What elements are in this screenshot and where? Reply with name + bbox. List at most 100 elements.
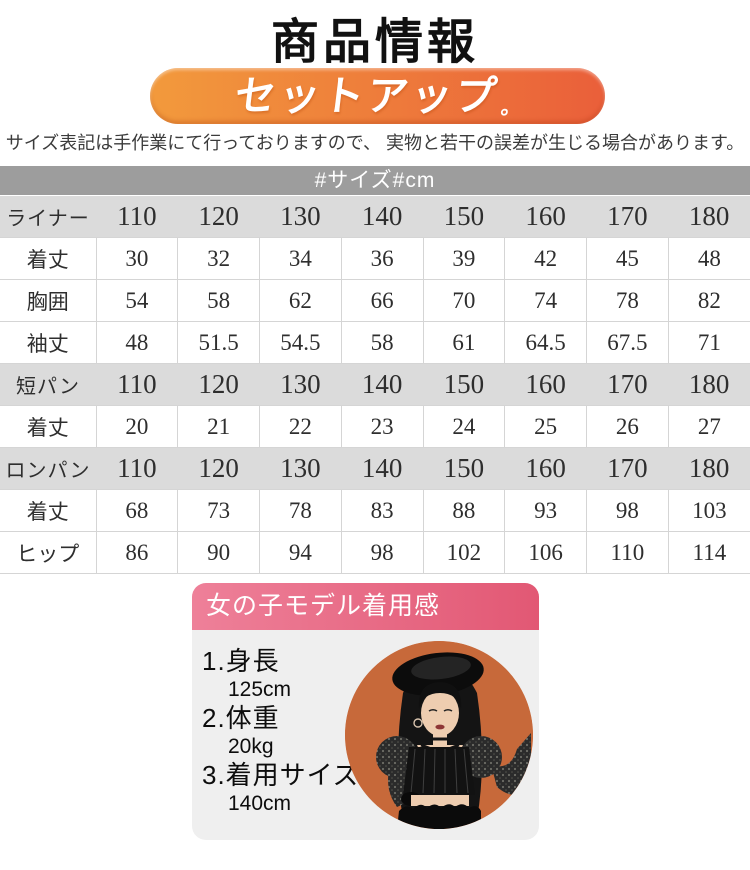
setup-banner: セットアップ。 — [150, 68, 605, 124]
table-cell: 48 — [667, 237, 750, 280]
table-cell: 130 — [259, 447, 342, 490]
spec-label: 1.身長 — [202, 646, 280, 676]
table-row: ロンパン 110 120 130 140 150 160 170 180 — [0, 447, 750, 490]
table-row: 着丈 30 32 34 36 39 42 45 48 — [0, 237, 750, 280]
girl-model-photo — [345, 641, 533, 829]
table-cell: 114 — [667, 531, 750, 574]
table-cell: 23 — [340, 405, 424, 448]
table-cell: 120 — [177, 447, 260, 490]
table-cell: 36 — [340, 237, 424, 280]
page-title: 商品情報 — [270, 16, 479, 69]
table-cell: 106 — [504, 531, 587, 574]
table-cell: 180 — [668, 447, 750, 490]
table-row: 袖丈 48 51.5 54.5 58 61 64.5 67.5 71 — [0, 321, 750, 364]
row-label: 着丈 — [0, 237, 97, 280]
spec-label: 2.体重 — [202, 703, 280, 733]
table-cell: 83 — [340, 489, 424, 532]
table-cell: 39 — [422, 237, 506, 280]
spec-label: 3.着用サイズ — [202, 760, 360, 790]
table-row: ライナー 110 120 130 140 150 160 170 180 — [0, 196, 750, 238]
table-cell: 150 — [423, 363, 505, 406]
table-cell: 71 — [667, 321, 750, 364]
table-cell: 110 — [586, 531, 669, 574]
table-cell: 140 — [341, 363, 423, 406]
table-cell: 64.5 — [504, 321, 587, 364]
table-cell: 170 — [586, 447, 669, 490]
table-cell: 70 — [422, 279, 506, 322]
table-row: 着丈 68 73 78 83 88 93 98 103 — [0, 489, 750, 532]
table-cell: 51.5 — [177, 321, 260, 364]
table-cell: 61 — [422, 321, 506, 364]
table-cell: 30 — [95, 237, 179, 280]
model-panel-title: 女の子モデル着用感 — [192, 583, 539, 630]
table-cell: 110 — [96, 196, 178, 238]
model-specs: 1.身長 125cm 2.体重 20kg 3.着用サイズ 140cm — [202, 646, 360, 817]
table-cell: 26 — [586, 405, 669, 448]
model-panel-body: 1.身長 125cm 2.体重 20kg 3.着用サイズ 140cm — [192, 630, 539, 840]
table-cell: 160 — [504, 447, 587, 490]
table-row: 短パン 110 120 130 140 150 160 170 180 — [0, 363, 750, 406]
table-row: 着丈 20 21 22 23 24 25 26 27 — [0, 405, 750, 448]
row-label: ヒップ — [0, 531, 97, 574]
spec-value: 140cm — [228, 792, 292, 815]
table-cell: 66 — [340, 279, 424, 322]
size-table-body: ライナー 110 120 130 140 150 160 170 180 着丈 30 32 34 36 39… — [0, 196, 750, 574]
table-cell: 160 — [504, 363, 587, 406]
table-cell: 98 — [586, 489, 669, 532]
table-cell: 73 — [177, 489, 260, 532]
table-row: ヒップ 86 90 94 98 102 106 110 114 — [0, 531, 750, 574]
table-cell: 140 — [341, 447, 423, 490]
table-cell: 120 — [177, 196, 260, 238]
table-cell: 24 — [422, 405, 506, 448]
table-cell: 170 — [586, 196, 669, 238]
table-cell: 54.5 — [259, 321, 342, 364]
table-cell: 130 — [259, 196, 342, 238]
spec-value: 125cm — [228, 678, 292, 701]
table-cell: 68 — [95, 489, 179, 532]
table-cell: 48 — [95, 321, 179, 364]
table-cell: 58 — [340, 321, 424, 364]
table-cell: 34 — [259, 237, 342, 280]
table-cell: 170 — [586, 363, 669, 406]
table-cell: 110 — [96, 447, 178, 490]
table-cell: 78 — [586, 279, 669, 322]
table-cell: 94 — [259, 531, 342, 574]
row-label: ロンパン — [0, 447, 96, 490]
girl-model-illustration — [345, 641, 533, 829]
table-cell: 42 — [504, 237, 587, 280]
table-cell: 78 — [259, 489, 342, 532]
table-cell: 102 — [422, 531, 506, 574]
table-cell: 180 — [668, 196, 750, 238]
row-label: 袖丈 — [0, 321, 97, 364]
table-cell: 93 — [504, 489, 587, 532]
table-cell: 180 — [668, 363, 750, 406]
table-cell: 86 — [95, 531, 179, 574]
table-cell: 110 — [96, 363, 178, 406]
model-fit-panel: 女の子モデル着用感 1.身長 125cm 2.体重 20kg 3.着用サイズ 140cm — [192, 583, 539, 840]
table-cell: 25 — [504, 405, 587, 448]
table-cell: 150 — [423, 196, 505, 238]
row-label: 胸囲 — [0, 279, 97, 322]
table-cell: 32 — [177, 237, 260, 280]
table-cell: 82 — [667, 279, 750, 322]
table-cell: 21 — [177, 405, 260, 448]
size-table-header-bar: #サイズ#cm — [0, 166, 750, 195]
table-cell: 20 — [95, 405, 179, 448]
table-cell: 103 — [667, 489, 750, 532]
table-row: 胸囲 54 58 62 66 70 74 78 82 — [0, 279, 750, 322]
table-cell: 90 — [177, 531, 260, 574]
table-cell: 88 — [422, 489, 506, 532]
table-cell: 130 — [259, 363, 342, 406]
table-cell: 67.5 — [586, 321, 669, 364]
table-cell: 120 — [177, 363, 260, 406]
row-label: 着丈 — [0, 405, 97, 448]
spec-value: 20kg — [228, 735, 274, 758]
table-cell: 54 — [95, 279, 179, 322]
row-label: 短パン — [0, 363, 96, 406]
table-cell: 62 — [259, 279, 342, 322]
setup-banner-period: 。 — [499, 97, 522, 119]
setup-banner-label: セットアップ — [231, 72, 502, 119]
size-disclaimer-text: サイズ表記は手作業にて行っておりますので、 実物と若干の誤差が生じる場合がありま… — [5, 133, 745, 153]
table-cell: 27 — [667, 405, 750, 448]
